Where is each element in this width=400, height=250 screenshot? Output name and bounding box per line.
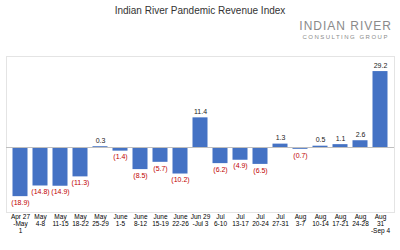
svg-text:0.3: 0.3: [96, 137, 106, 144]
svg-text:2.6: 2.6: [356, 131, 366, 138]
html-text:Indian River Pandemic Revenue: Indian River Pandemic Revenue Index: [114, 5, 286, 16]
svg-text:May4-8: May4-8: [34, 213, 47, 227]
svg-text:Jul20-24: Jul20-24: [252, 213, 269, 227]
svg-text:(14.9): (14.9): [51, 188, 69, 196]
svg-text:(11.3): (11.3): [72, 179, 90, 187]
svg-text:Jul27-31: Jul27-31: [272, 213, 289, 227]
svg-text:(18.9): (18.9): [11, 199, 29, 207]
svg-text:(6.5): (6.5): [253, 167, 267, 175]
svg-text:Apr 27-May1: Apr 27-May1: [11, 213, 31, 234]
svg-text:(6.2): (6.2): [213, 166, 227, 174]
svg-text:June8-12: June8-12: [133, 213, 147, 227]
svg-text:(14.8): (14.8): [31, 188, 49, 196]
svg-text:(0.7): (0.7): [293, 152, 307, 160]
svg-text:June15-19: June15-19: [152, 213, 169, 227]
svg-text:May11-15: May11-15: [52, 213, 69, 227]
svg-text:May25-29: May25-29: [92, 213, 109, 227]
svg-text:Aug3-7: Aug3-7: [295, 213, 307, 227]
svg-text:Aug10-14: Aug10-14: [312, 213, 329, 227]
svg-text:(10.2): (10.2): [171, 176, 189, 184]
svg-text:11.4: 11.4: [194, 108, 207, 115]
svg-text:Jun 29-Jul 3: Jun 29-Jul 3: [191, 213, 211, 227]
svg-text:29.2: 29.2: [374, 62, 388, 69]
svg-text:June1-5: June1-5: [113, 213, 127, 227]
svg-text:(8.5): (8.5): [133, 172, 147, 180]
svg-text:Jul6-10: Jul6-10: [214, 213, 227, 227]
svg-text:Aug31-Sep 4: Aug31-Sep 4: [371, 213, 391, 235]
svg-text:1.1: 1.1: [336, 135, 346, 142]
svg-text:(4.9): (4.9): [233, 162, 247, 170]
svg-text:0.5: 0.5: [316, 136, 326, 143]
svg-text:Aug24-28: Aug24-28: [352, 213, 369, 227]
svg-text:(1.4): (1.4): [113, 153, 127, 161]
svg-text:Aug17-21: Aug17-21: [332, 213, 349, 227]
svg-text:1.3: 1.3: [276, 134, 286, 141]
svg-text:May18-22: May18-22: [72, 213, 89, 227]
svg-text:June22-26: June22-26: [172, 213, 189, 227]
html-text:CONSULTING GROUP: CONSULTING GROUP: [302, 34, 389, 40]
html-text:INDIAN RIVER: INDIAN RIVER: [299, 19, 392, 33]
svg-text:(5.7): (5.7): [153, 165, 167, 173]
svg-text:Jul13-17: Jul13-17: [232, 213, 249, 227]
